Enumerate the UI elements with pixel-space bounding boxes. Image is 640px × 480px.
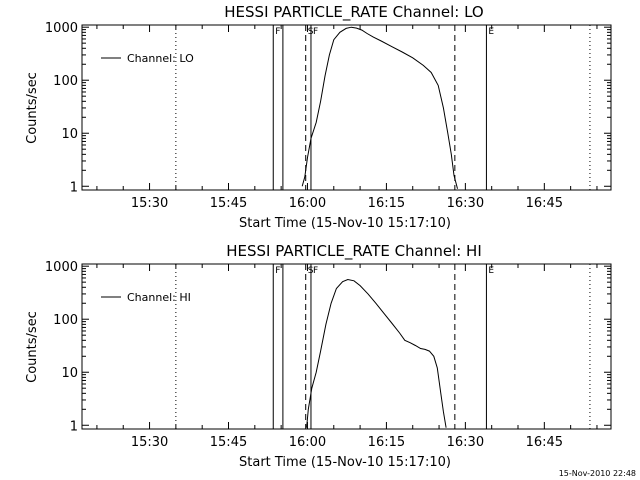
- lo-y-tick-label-1: 10: [61, 127, 78, 142]
- lo-y-axis-label: Counts/sec: [25, 72, 40, 144]
- lo-x-tick-label-4: 16:30: [447, 196, 484, 211]
- hi-x-tick-label-2: 16:00: [289, 435, 326, 450]
- hi-y-axis-label: Counts/sec: [25, 311, 40, 383]
- lo-y-tick-label-3: 1000: [45, 21, 78, 36]
- lo-legend-label: Channel: LO: [127, 52, 194, 65]
- hi-x-axis-label: Start Time (15-Nov-10 15:17:10): [239, 455, 451, 470]
- hi-x-tick-label-3: 16:15: [368, 435, 405, 450]
- lo-x-tick-label-5: 16:45: [526, 196, 563, 211]
- lo-y-tick-label-0: 1: [70, 180, 78, 195]
- lo-x-tick-label-3: 16:15: [368, 196, 405, 211]
- lo-channel-panel: HESSI PARTICLE_RATE Channel: LO Counts/s…: [25, 3, 612, 231]
- lo-x-tick-label-1: 15:45: [210, 196, 247, 211]
- hi-x-tick-label-1: 15:45: [210, 435, 247, 450]
- lo-x-tick-label-2: 16:00: [289, 196, 326, 211]
- print-timestamp: 15-Nov-2010 22:48: [559, 469, 636, 478]
- lo-y-tick-label-2: 100: [53, 74, 78, 89]
- lo-chart-title: HESSI PARTICLE_RATE Channel: LO: [224, 3, 483, 22]
- lo-chart-marks: F S F E15:30 15:45 16:00 16:15 16:30 16:45110100…: [45, 21, 611, 211]
- hi-x-tick-label-0: 15:30: [131, 435, 168, 450]
- hi-x-tick-label-4: 16:30: [447, 435, 484, 450]
- hi-legend-label: Channel: HI: [127, 291, 191, 304]
- hi-chart-marks: F S F E15:30 15:45 16:00 16:15 16:30 16:45110100…: [45, 260, 611, 450]
- lo-x-tick-label-0: 15:30: [131, 196, 168, 211]
- lo-x-axis-label: Start Time (15-Nov-10 15:17:10): [239, 216, 451, 231]
- hi-y-tick-label-0: 1: [70, 419, 78, 434]
- hi-event-label-1: F: [275, 266, 280, 276]
- hi-y-tick-label-1: 10: [61, 366, 78, 381]
- hi-plot-frame: [81, 263, 612, 430]
- lo-plot-frame: [81, 24, 612, 191]
- hi-y-tick-label-3: 1000: [45, 260, 78, 275]
- lo-series-line-0: [301, 26, 458, 189]
- hi-event-label-4: F: [313, 266, 318, 276]
- hi-x-tick-label-5: 16:45: [526, 435, 563, 450]
- lo-event-label-4: F: [313, 27, 318, 37]
- hi-channel-panel: HESSI PARTICLE_RATE Channel: HI Counts/s…: [25, 242, 612, 470]
- hi-chart-title: HESSI PARTICLE_RATE Channel: HI: [226, 242, 482, 261]
- hi-event-label-6: E: [488, 266, 494, 276]
- lo-event-label-6: E: [488, 27, 494, 37]
- hi-y-tick-label-2: 100: [53, 313, 78, 328]
- hi-series-line-0: [306, 278, 447, 428]
- lo-event-label-1: F: [275, 27, 280, 37]
